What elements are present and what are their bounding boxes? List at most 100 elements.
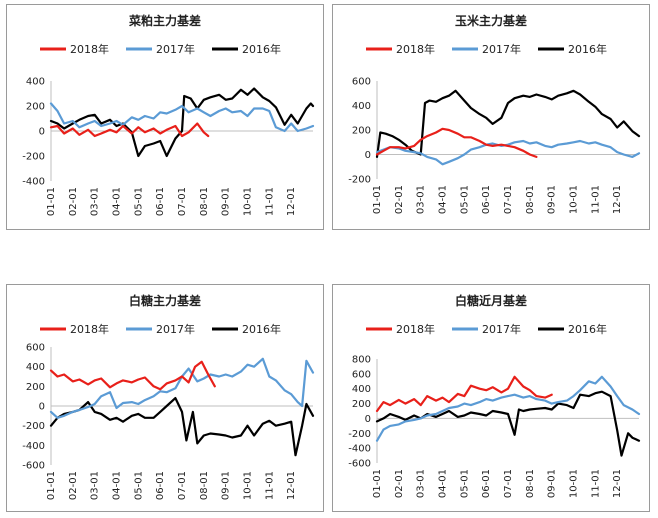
x-tick-label: 08-01 xyxy=(525,185,536,214)
y-tick-label: 0 xyxy=(365,414,371,425)
chart-caipo-basis: 菜粕主力基差 2018年 2017年 2016年 -400 -200 0 200 400 01-0… xyxy=(22,13,315,216)
x-tick-label: 10-01 xyxy=(243,471,254,500)
x-tick-label: 12-01 xyxy=(286,471,297,500)
y-tick-label: -400 xyxy=(348,444,371,455)
y-tick-label: -600 xyxy=(22,461,45,472)
series-line-2018年 xyxy=(49,360,216,391)
legend: 2018年 2017年 2016年 xyxy=(40,42,281,56)
chart-panel-yumi: 玉米主力基差 2018年 2017年 2016年 -200 0 200 400 600 01-01… xyxy=(332,4,650,230)
y-tick-label: -400 xyxy=(22,177,45,188)
x-tick-label: 11-01 xyxy=(264,471,275,500)
chart-title: 白糖近月基差 xyxy=(455,293,527,308)
y-tick-label: -600 xyxy=(348,459,371,470)
x-tick-label: 07-01 xyxy=(503,185,514,214)
x-tick-label: 05-01 xyxy=(459,185,470,214)
y-tick-label: 400 xyxy=(352,101,371,112)
x-tick-label: 11-01 xyxy=(264,187,275,216)
y-tick-label: -200 xyxy=(22,152,45,163)
x-tick-label: 08-01 xyxy=(199,471,210,500)
y-tick-label: 200 xyxy=(352,126,371,137)
series-line-2016年 xyxy=(49,87,315,158)
x-tick-label: 06-01 xyxy=(481,469,492,498)
x-tick-label: 03-01 xyxy=(416,185,427,214)
x-tick-label: 08-01 xyxy=(525,469,536,498)
legend: 2018年 2017年 2016年 xyxy=(366,322,607,336)
x-tick-label: 11-01 xyxy=(590,469,601,498)
x-tick-label: 01-01 xyxy=(46,471,57,500)
series-line-2017年 xyxy=(49,357,315,419)
chart-title: 玉米主力基差 xyxy=(455,13,527,28)
x-tick-label: 01-01 xyxy=(372,185,383,214)
chart-panel-baitang-main: 白糖主力基差 2018年 2017年 2016年 -600 -400 -200 0 200 400… xyxy=(6,284,324,512)
x-tick-label: 10-01 xyxy=(243,187,254,216)
y-tick-label: 400 xyxy=(352,384,371,395)
y-tick-label: 0 xyxy=(365,150,371,161)
x-tick-label: 10-01 xyxy=(569,469,580,498)
x-tick-label: 12-01 xyxy=(612,469,623,498)
y-tick-label: 200 xyxy=(352,399,371,410)
chart-title: 白糖主力基差 xyxy=(129,293,201,308)
x-tick-label: 11-01 xyxy=(590,185,601,214)
x-tick-label: 07-01 xyxy=(177,187,188,216)
legend-label: 2016年 xyxy=(242,42,281,56)
legend-label: 2016年 xyxy=(568,42,607,56)
y-tick-label: 800 xyxy=(352,355,371,366)
chart-baitang-near-basis: 白糖近月基差 2018年 2017年 2016年 -600 -400 -200 0 200 400… xyxy=(348,293,641,498)
x-tick-label: 03-01 xyxy=(90,471,101,500)
x-tick-label: 04-01 xyxy=(112,187,123,216)
series-line-2017年 xyxy=(375,375,641,442)
legend: 2018年 2017年 2016年 xyxy=(40,322,281,336)
x-tick-label: 09-01 xyxy=(221,187,232,216)
legend-label: 2016年 xyxy=(242,322,281,336)
legend-label: 2017年 xyxy=(156,322,195,336)
x-tick-label: 04-01 xyxy=(112,471,123,500)
x-tick-label: 09-01 xyxy=(547,469,558,498)
x-tick-label: 03-01 xyxy=(416,469,427,498)
x-tick-label: 12-01 xyxy=(286,187,297,216)
x-tick-label: 07-01 xyxy=(177,471,188,500)
x-tick-label: 02-01 xyxy=(394,185,405,214)
x-tick-label: 02-01 xyxy=(394,469,405,498)
x-tick-label: 01-01 xyxy=(372,469,383,498)
legend-label: 2018年 xyxy=(396,322,435,336)
y-tick-label: 600 xyxy=(352,77,371,88)
y-tick-label: -200 xyxy=(348,175,371,186)
x-tick-label: 04-01 xyxy=(438,185,449,214)
x-tick-label: 04-01 xyxy=(438,469,449,498)
chart-yumi-basis: 玉米主力基差 2018年 2017年 2016年 -200 0 200 400 600 01-01… xyxy=(348,13,641,214)
series-line-2018年 xyxy=(375,127,538,158)
legend-label: 2017年 xyxy=(482,322,521,336)
legend-label: 2017年 xyxy=(482,42,521,56)
x-tick-label: 05-01 xyxy=(133,471,144,500)
y-tick-label: -200 xyxy=(22,421,45,432)
series-line-2018年 xyxy=(375,375,553,413)
y-tick-label: 600 xyxy=(26,343,45,354)
x-tick-label: 03-01 xyxy=(90,187,101,216)
x-tick-label: 05-01 xyxy=(133,187,144,216)
x-tick-label: 08-01 xyxy=(199,187,210,216)
chart-baitang-main-basis: 白糖主力基差 2018年 2017年 2016年 -600 -400 -200 0 200 400… xyxy=(22,293,315,500)
y-tick-label: 400 xyxy=(26,362,45,373)
legend-label: 2018年 xyxy=(70,322,109,336)
x-tick-label: 12-01 xyxy=(612,185,623,214)
legend-label: 2017年 xyxy=(156,42,195,56)
chart-panel-baitang-near: 白糖近月基差 2018年 2017年 2016年 -600 -400 -200 0 200 400… xyxy=(332,284,650,512)
legend: 2018年 2017年 2016年 xyxy=(366,42,607,56)
x-tick-label: 09-01 xyxy=(547,185,558,214)
legend-label: 2016年 xyxy=(568,322,607,336)
y-tick-label: 0 xyxy=(39,127,45,138)
x-tick-label: 10-01 xyxy=(569,185,580,214)
x-tick-label: 01-01 xyxy=(46,187,57,216)
x-tick-label: 06-01 xyxy=(155,471,166,500)
chart-title: 菜粕主力基差 xyxy=(128,13,201,28)
x-tick-label: 05-01 xyxy=(459,469,470,498)
x-tick-label: 07-01 xyxy=(503,469,514,498)
series-line-2017年 xyxy=(375,139,641,166)
x-tick-label: 02-01 xyxy=(68,187,79,216)
series-line-2016年 xyxy=(49,397,315,457)
y-tick-label: -200 xyxy=(348,429,371,440)
y-tick-label: -400 xyxy=(22,441,45,452)
chart-panel-caipo: 菜粕主力基差 2018年 2017年 2016年 -400 -200 0 200 400 01-0… xyxy=(6,4,324,230)
legend-label: 2018年 xyxy=(396,42,435,56)
y-tick-label: 200 xyxy=(26,102,45,113)
